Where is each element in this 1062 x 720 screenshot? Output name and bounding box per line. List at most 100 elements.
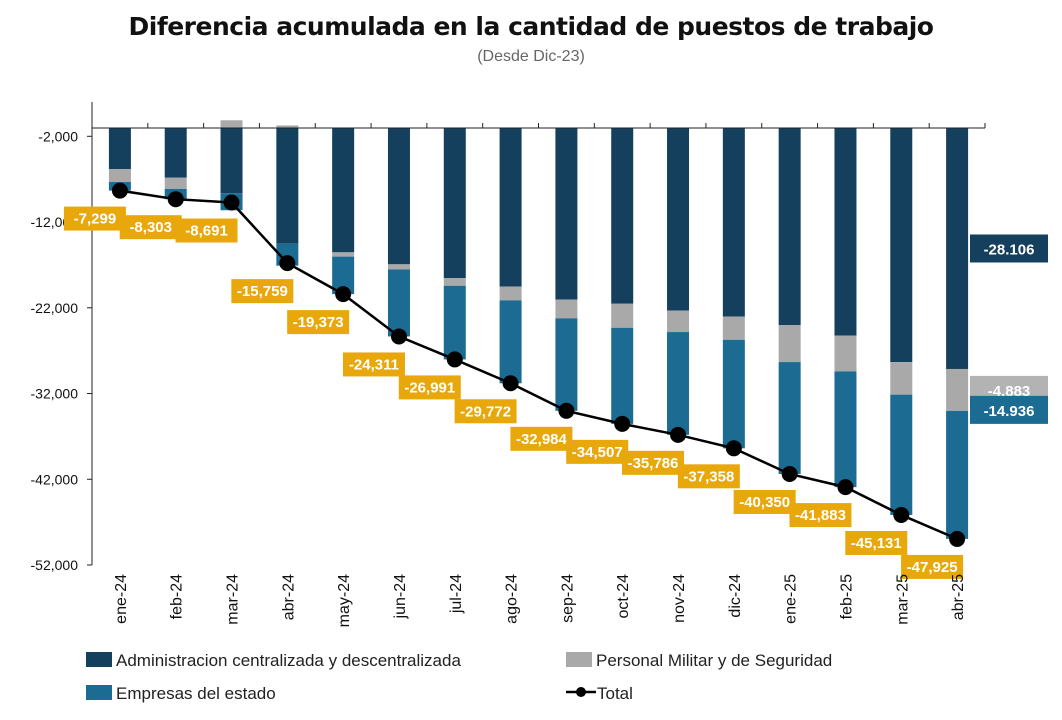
total-point [167,191,184,208]
bar-admin [611,128,634,304]
total-point [725,440,742,457]
x-tick-label: sep-24 [559,574,576,623]
bar-militar [778,325,801,363]
total-data-label: -45,131 [851,535,902,552]
bar-empresas [834,371,857,488]
bar-admin [890,128,913,363]
total-point [502,375,519,392]
total-data-label-box [398,375,461,400]
x-tick-label: feb-24 [169,574,186,619]
y-tick-label: -42,000 [31,471,79,487]
bar-admin [834,128,857,336]
end-label-empresas-box [970,395,1048,424]
bar-militar [443,278,466,286]
bar-empresas [946,410,969,539]
total-data-label-box [677,464,740,489]
total-point [614,415,631,432]
bar-admin [946,128,969,369]
bar-militar [834,335,857,372]
x-tick-label: mar-24 [225,574,242,625]
total-data-label: -37,358 [683,468,734,485]
total-data-label: -7,299 [74,211,117,228]
legend-label-total: Total [597,684,633,703]
total-data-label: -41,883 [795,507,846,524]
legend-swatch-total-point [576,687,586,697]
y-tick-label: -2,000 [38,128,78,144]
total-data-label: -24,311 [349,356,399,373]
x-tick-label: oct-24 [615,574,632,619]
total-data-label: -40,350 [739,494,790,511]
chart-title: Diferencia acumulada en la cantidad de p… [128,12,934,41]
bar-admin [332,128,355,253]
legend-label-empresas: Empresas del estado [116,684,276,703]
total-point [335,286,352,303]
bar-admin [276,128,299,244]
x-tick-label: mar-25 [894,574,911,625]
bar-admin [667,128,690,311]
total-point [893,506,910,523]
bar-admin [722,128,745,317]
x-tick-label: abr-25 [950,574,967,620]
x-tick-label: jul-24 [448,574,465,614]
bar-empresas [499,300,522,384]
total-data-label: -15,759 [237,283,288,300]
x-tick-label: jun-24 [392,574,409,620]
bar-militar [276,125,299,128]
total-data-label-box [63,206,126,231]
y-tick-label: -52,000 [31,557,79,573]
bar-empresas [443,285,466,360]
total-data-label: -35,786 [628,455,679,472]
total-data-label-box [287,310,350,335]
total-point [837,479,854,496]
legend-swatch-admin [86,652,112,667]
bar-empresas [332,256,355,295]
total-data-label: -19,373 [293,314,344,331]
total-data-label: -34,507 [572,444,623,461]
bar-militar [722,316,745,340]
bar-admin [220,128,243,194]
bar-admin [443,128,466,279]
total-point [949,530,966,547]
total-data-label-box [622,450,685,475]
total-point [279,255,296,272]
total-data-label-box [342,352,405,377]
y-tick-label: -32,000 [31,386,79,402]
bar-militar [946,368,969,411]
total-point [558,402,575,419]
bar-militar [220,120,243,128]
bar-militar [332,252,355,257]
bar-admin [555,128,578,300]
x-tick-label: ago-24 [504,574,521,624]
end-label-empresas: -14.936 [984,403,1035,420]
bar-militar [387,264,410,270]
total-data-label: -8,303 [129,219,172,236]
bar-militar [890,362,913,395]
y-tick-label: -22,000 [31,300,79,316]
bar-empresas [387,269,410,337]
x-tick-label: may-24 [336,574,353,627]
total-data-label: -26,991 [404,379,455,396]
bar-militar [164,177,187,189]
total-data-label-box [901,554,964,579]
total-point [670,426,687,443]
legend-label-admin: Administracion centralizada y descentral… [116,651,461,670]
legend-swatch-empresas [86,685,112,700]
bar-admin [387,128,410,265]
total-point [446,351,463,368]
bar-empresas [722,339,745,449]
legend-label-militar: Personal Militar y de Seguridad [596,651,832,670]
total-data-label-box [733,489,796,514]
bar-militar [499,286,522,301]
bar-militar [108,169,131,183]
bar-empresas [611,327,634,424]
legend-swatch-militar [566,652,592,667]
total-data-label-box [510,426,573,451]
bar-militar [667,310,690,333]
total-point [390,328,407,345]
total-data-label-box [231,279,294,304]
total-point [223,194,240,211]
end-label-militar: -4.883 [988,383,1031,400]
total-data-label: -8,691 [185,223,228,240]
x-tick-label: feb-25 [838,574,855,619]
